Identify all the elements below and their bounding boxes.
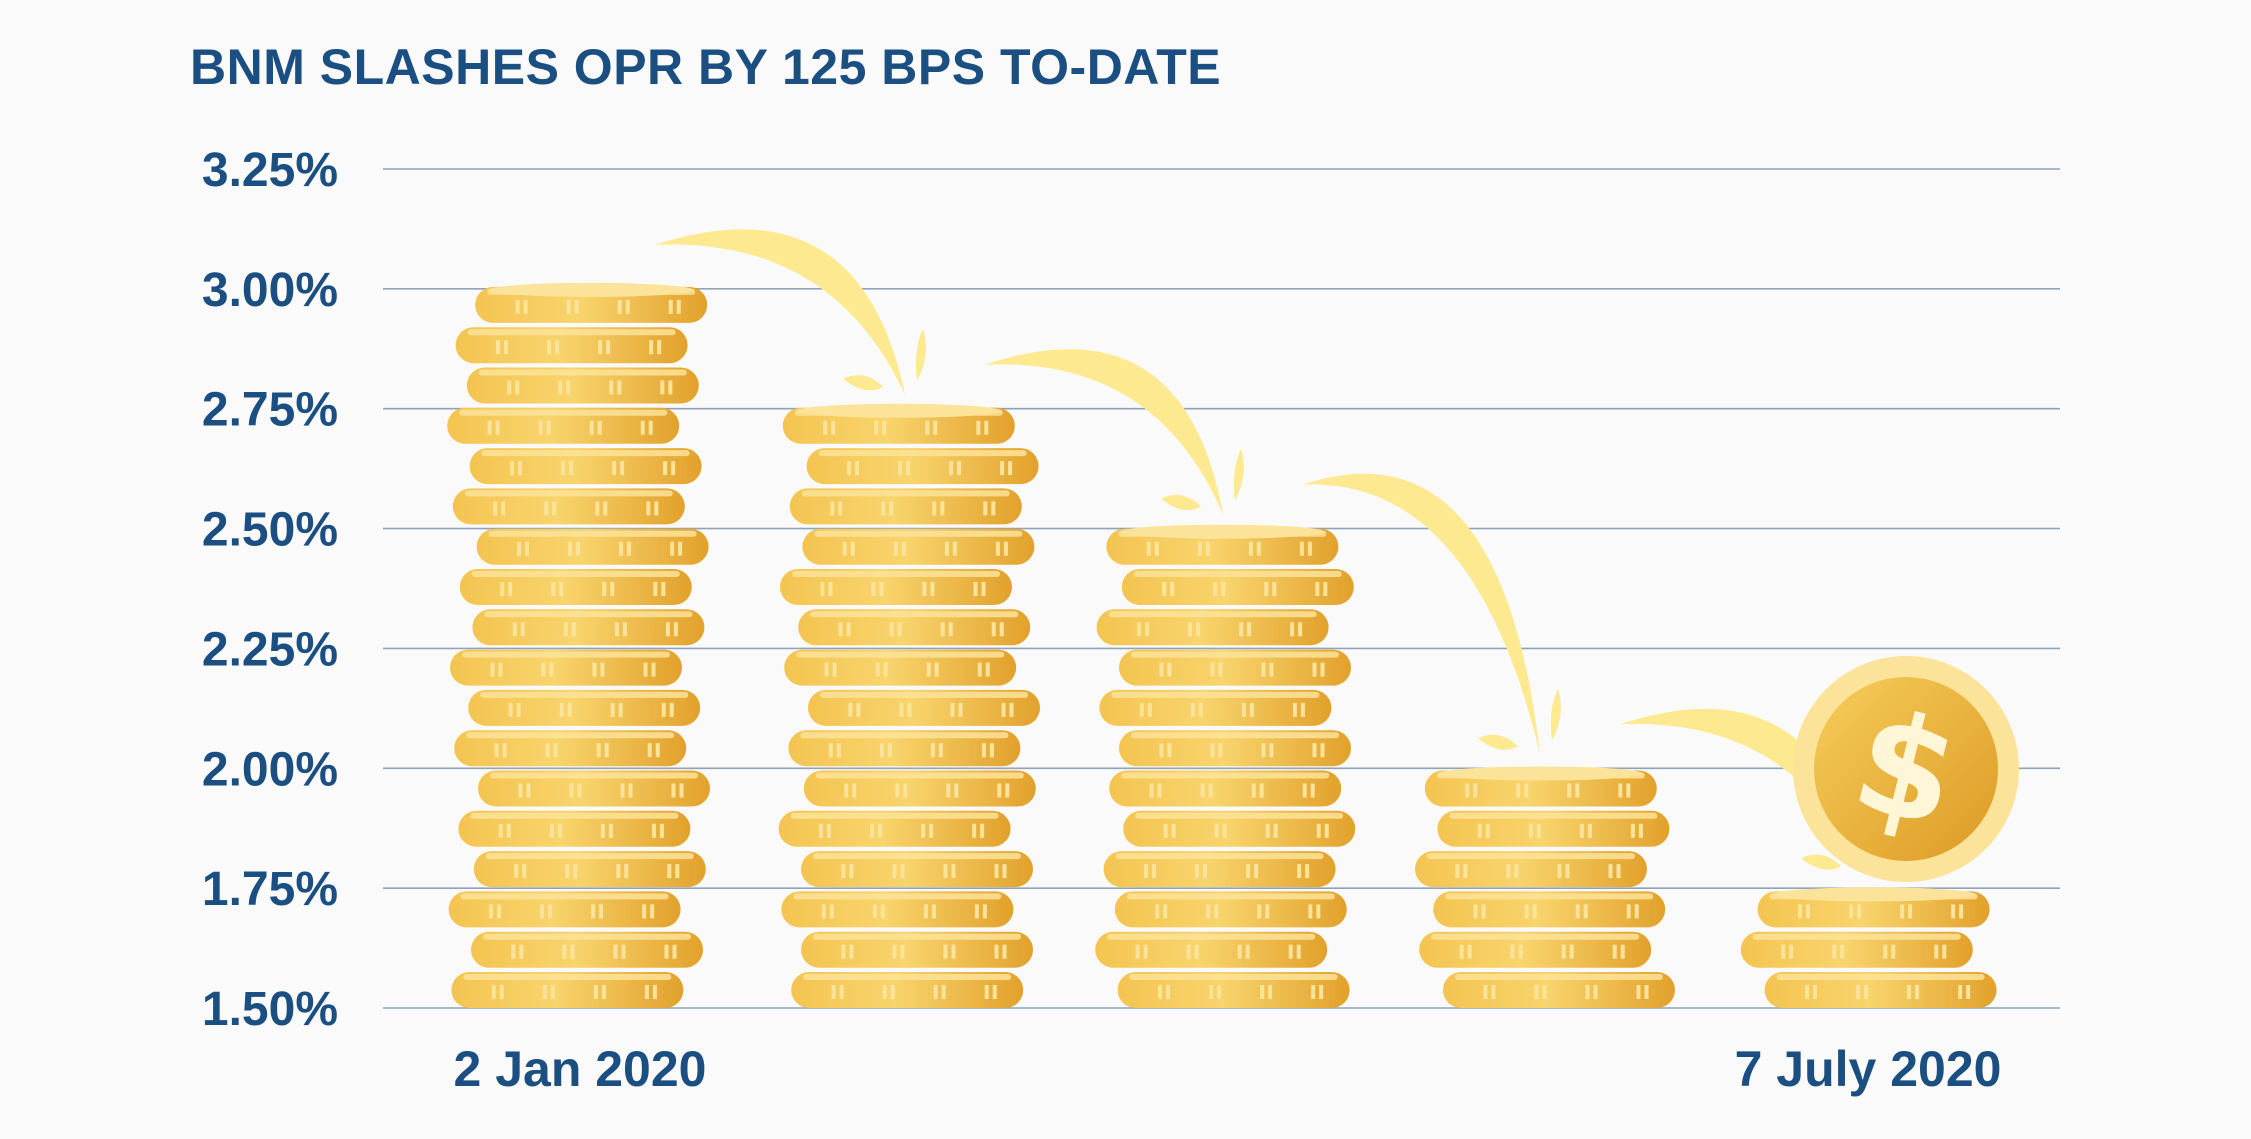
y-tick-label: 2.00% [202, 743, 338, 796]
coin-stack-icon [468, 689, 701, 726]
y-tick-label: 1.75% [202, 863, 338, 916]
coin-stack-icon [778, 810, 1011, 847]
coin-top-face [796, 403, 1001, 418]
y-tick-label: 3.25% [202, 144, 338, 197]
coin-stack-icon [466, 367, 699, 404]
coin-stack-icon [784, 649, 1017, 686]
coin-stack-icon [458, 810, 691, 847]
arrow-splash-icon [843, 375, 883, 391]
coin-stack-icon [450, 649, 682, 686]
y-tick-label: 2.50% [202, 504, 338, 557]
chart-title: BNM SLASHES OPR BY 125 BPS TO-DATE [190, 39, 1222, 95]
arrow-splash-icon [1801, 854, 1841, 870]
y-tick-label: 1.50% [202, 983, 338, 1036]
coin-stack-icon [478, 770, 710, 807]
coin-stack-icon [469, 448, 702, 485]
coin-stack-icon [1095, 931, 1328, 968]
coin-stack-icon [1109, 770, 1342, 807]
coin-top-face [489, 282, 694, 297]
coin-stack-icon [473, 851, 706, 888]
coin-stack-icon [1437, 810, 1670, 847]
coin-stack-icon [1443, 972, 1675, 1008]
y-tick-label: 3.00% [202, 264, 338, 317]
coin-stack-icon [1764, 972, 1997, 1008]
y-tick-label: 2.25% [202, 623, 338, 676]
coin-stack-icon [454, 730, 687, 767]
coin-stack-icon [448, 891, 681, 928]
coin-stack-icon [459, 569, 692, 605]
arrow-splash-icon [1478, 734, 1518, 750]
dollar-coin-icon [1814, 677, 1998, 861]
curved-arrow-icon [1303, 473, 1540, 755]
coin-stack-icon [791, 972, 1024, 1008]
arrow-splash-icon [1233, 448, 1244, 501]
coin-stack-icon [1123, 810, 1356, 847]
arrow-splash-icon [915, 328, 926, 381]
arrow-splash-icon [1550, 688, 1561, 741]
y-axis-ticks: 3.25% 3.00% 2.75% 2.50% 2.25% 2.00% 1.75% 1.50% [202, 144, 338, 1036]
coin-stack-icon [798, 609, 1031, 646]
coin-stack-icon [1103, 851, 1336, 888]
coin-stack-icon [472, 609, 705, 646]
coin-stack-bar [1095, 524, 1356, 1008]
coin-stack-icon [447, 407, 680, 444]
coin-stack-icon [1114, 891, 1347, 928]
coin-stack-icon [788, 730, 1021, 767]
coin-stack-icon [455, 327, 688, 364]
coin-stack-icon [1096, 609, 1329, 646]
arrow-splash-icon [1161, 495, 1201, 511]
coin-stack-icon [1419, 931, 1652, 968]
coin-stack-icon [1740, 931, 1973, 968]
coin-stack-icon [1121, 569, 1354, 605]
coin-stack-icon [801, 931, 1033, 968]
curved-arrow-icon [655, 229, 905, 395]
coin-stack-icon [451, 972, 684, 1008]
y-tick-label: 2.75% [202, 384, 338, 437]
coin-stack-icon [1117, 972, 1350, 1008]
coin-stack-icon [1119, 730, 1351, 767]
coin-stack-icon [808, 689, 1040, 726]
coin-stack-icon [476, 528, 709, 565]
coin-stack-icon [802, 528, 1035, 565]
coin-stack-icon [780, 569, 1012, 605]
coin-stack-bar [447, 282, 710, 1008]
coin-stack-icon [803, 770, 1036, 807]
coin-stack-icon [1099, 689, 1332, 726]
x-category-label: 7 July 2020 [1735, 1041, 2002, 1097]
coin-top-face [1771, 887, 1976, 902]
curved-arrow-icon [985, 349, 1223, 515]
coin-stack-bar [778, 403, 1040, 1008]
x-category-label: 2 Jan 2020 [454, 1041, 707, 1097]
coin-stack-icon [1119, 649, 1351, 686]
coin-stack-icon [789, 488, 1022, 525]
coin-stacks [447, 282, 1997, 1008]
coin-stack-bar [1415, 766, 1675, 1008]
coin-stack-icon [801, 851, 1033, 888]
coin-stack-icon [781, 891, 1014, 928]
coin-stack-bar [1740, 887, 1997, 1008]
coin-stack-icon [806, 448, 1039, 485]
coin-top-face [1120, 524, 1325, 539]
coin-stack-icon [1415, 851, 1647, 888]
coin-top-face [1438, 766, 1643, 781]
coin-stack-icon [471, 931, 703, 968]
coin-stack-icon [452, 488, 685, 525]
coin-stack-icon [1433, 891, 1666, 928]
x-axis-categories: 2 Jan 2020 7 July 2020 [454, 1041, 2002, 1097]
dollar-coin: $ [1793, 656, 2019, 882]
